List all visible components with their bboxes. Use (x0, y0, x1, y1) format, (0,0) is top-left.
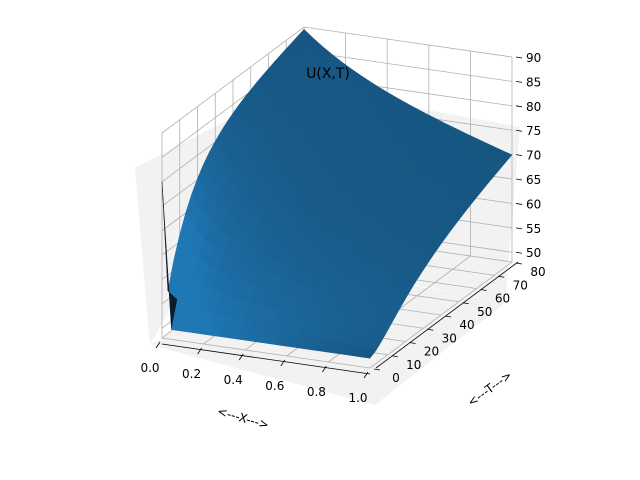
x-tick-mark (238, 353, 244, 361)
t-tick-mark (498, 275, 505, 278)
z-tick-label: 55 (526, 222, 541, 236)
x-tick-mark (280, 359, 286, 367)
t-tick-mark (409, 342, 416, 344)
t-tick-label: 10 (406, 358, 421, 372)
x-tick-labels: 0.0 0.2 0.4 0.6 0.8 1.0 (140, 341, 369, 405)
z-tick-label: 70 (526, 149, 541, 163)
t-tick-label: 20 (424, 345, 439, 359)
x-axis-line (161, 343, 371, 375)
x-tick-label: 0.2 (182, 367, 201, 381)
grid-line-t (161, 133, 371, 369)
z-tick-mark (515, 203, 523, 205)
t-tick-label: 40 (459, 318, 474, 332)
z-tick-mark (515, 178, 523, 181)
x-tick-mark (197, 347, 202, 355)
x-tick-label: 0.0 (140, 361, 159, 375)
surface-facet (360, 348, 377, 359)
chart-title: U(X,T) (306, 66, 350, 82)
z-tick-label: 75 (526, 124, 541, 138)
x-axis-label: <---X---> (216, 404, 271, 432)
z-tick-label: 90 (526, 51, 541, 65)
z-tick-mark (515, 81, 523, 83)
t-tick-mark (373, 368, 381, 371)
t-tick-label: 60 (495, 292, 510, 306)
t-tick-mark (515, 262, 523, 265)
z-tick-mark (515, 56, 523, 59)
z-tick-labels: 50 55 60 65 70 75 80 85 90 (515, 51, 541, 260)
z-tick-mark (515, 105, 523, 108)
x-tick-label: 1.0 (348, 391, 367, 405)
z-tick-label: 50 (526, 246, 541, 260)
x-tick-mark (155, 341, 161, 349)
grid-line-z (161, 26, 513, 134)
t-tick-mark (444, 315, 452, 318)
t-tick-mark (480, 289, 487, 291)
z-tick-mark (515, 154, 523, 157)
z-tick-mark (515, 129, 523, 132)
x-tick-mark (322, 365, 327, 373)
t-tick-label: 0 (392, 371, 400, 385)
x-tick-label: 0.4 (224, 373, 243, 387)
t-tick-mark (462, 302, 469, 305)
t-axis-label: <---T---> (465, 368, 515, 409)
z-tick-label: 85 (526, 75, 541, 89)
z-tick-label: 65 (526, 173, 541, 187)
x-tick-label: 0.6 (265, 379, 284, 393)
z-tick-mark (515, 227, 523, 230)
axes (161, 261, 519, 375)
z-tick-mark (515, 251, 523, 254)
t-tick-label: 70 (513, 278, 528, 292)
surface-mesh (161, 28, 513, 359)
t-tick-label: 30 (442, 331, 457, 345)
t-tick-label: 80 (530, 265, 545, 279)
t-tick-mark (391, 355, 398, 358)
x-tick-label: 0.8 (307, 385, 326, 399)
x-tick-mark (363, 371, 369, 379)
z-tick-label: 80 (526, 100, 541, 114)
t-tick-mark (427, 328, 434, 331)
t-tick-label: 50 (477, 305, 492, 319)
t-axis-line (375, 261, 519, 369)
z-tick-label: 60 (526, 197, 541, 211)
